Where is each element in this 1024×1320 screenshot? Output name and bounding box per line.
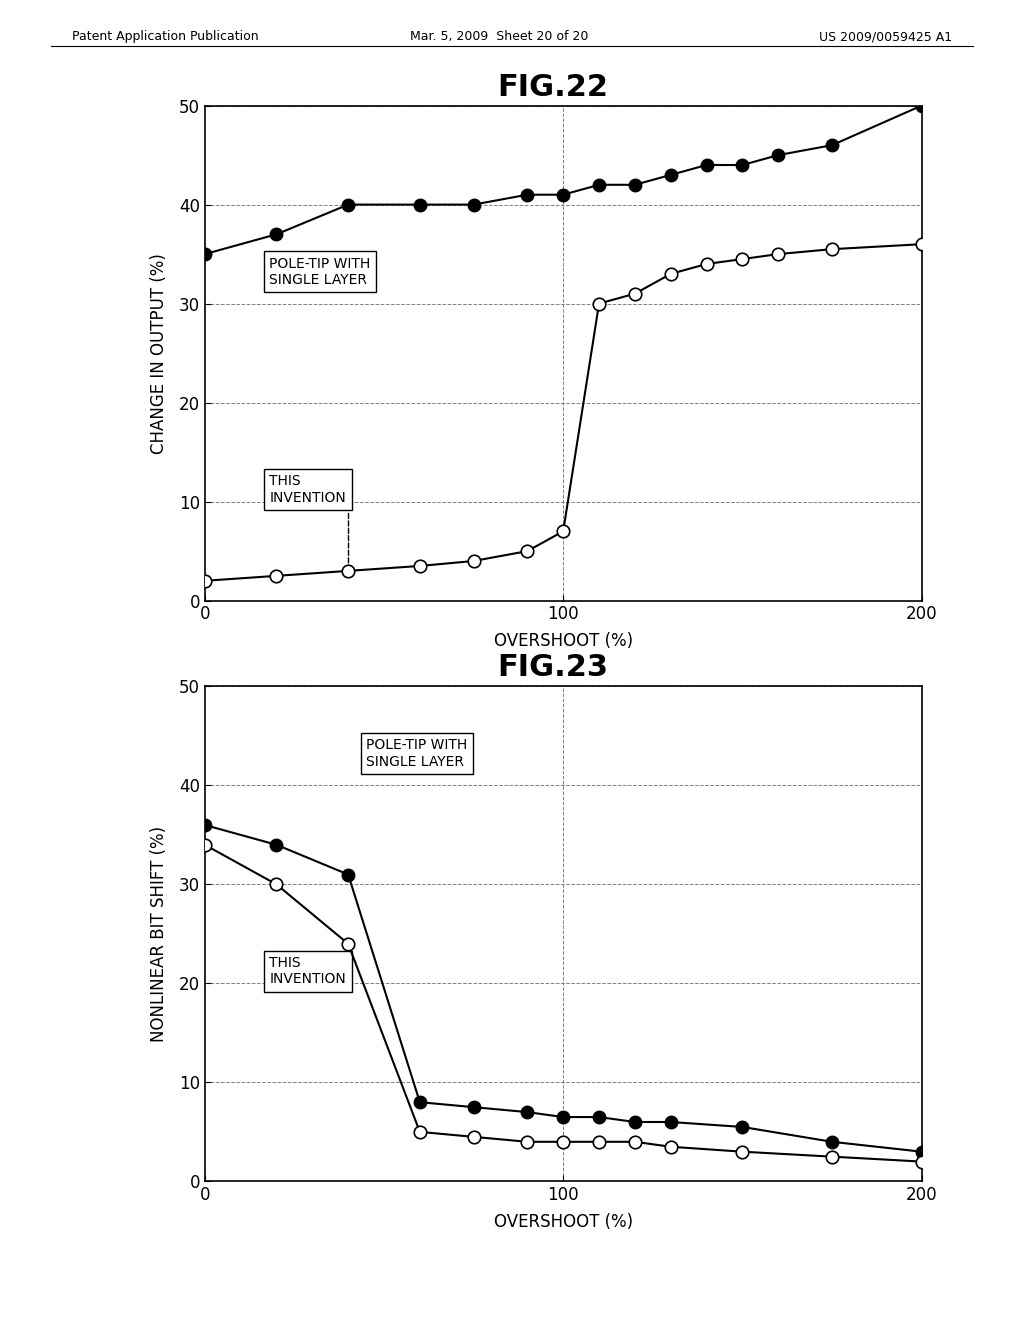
Y-axis label: CHANGE IN OUTPUT (%): CHANGE IN OUTPUT (%) bbox=[150, 252, 168, 454]
Text: FIG.22: FIG.22 bbox=[498, 73, 608, 102]
Text: POLE-TIP WITH
SINGLE LAYER: POLE-TIP WITH SINGLE LAYER bbox=[269, 256, 371, 286]
Text: Mar. 5, 2009  Sheet 20 of 20: Mar. 5, 2009 Sheet 20 of 20 bbox=[410, 30, 588, 44]
X-axis label: OVERSHOOT (%): OVERSHOOT (%) bbox=[494, 1213, 633, 1230]
X-axis label: OVERSHOOT (%): OVERSHOOT (%) bbox=[494, 632, 633, 649]
Text: US 2009/0059425 A1: US 2009/0059425 A1 bbox=[819, 30, 952, 44]
Text: POLE-TIP WITH
SINGLE LAYER: POLE-TIP WITH SINGLE LAYER bbox=[367, 738, 467, 768]
Text: Patent Application Publication: Patent Application Publication bbox=[72, 30, 258, 44]
Text: THIS
INVENTION: THIS INVENTION bbox=[269, 474, 348, 568]
Text: FIG.23: FIG.23 bbox=[498, 653, 608, 682]
Y-axis label: NONLINEAR BIT SHIFT (%): NONLINEAR BIT SHIFT (%) bbox=[150, 826, 168, 1041]
Text: THIS
INVENTION: THIS INVENTION bbox=[269, 956, 346, 986]
